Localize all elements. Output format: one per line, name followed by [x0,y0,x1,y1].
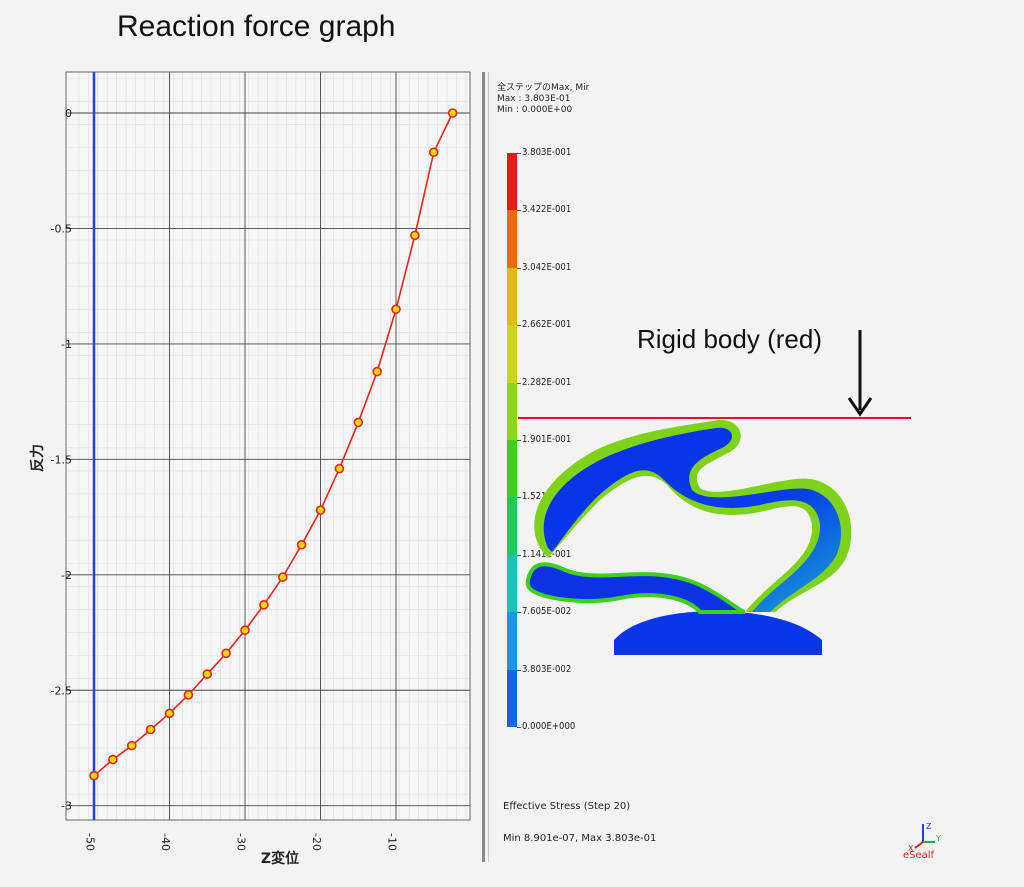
data-point [202,669,213,679]
colorbar-segment [507,382,517,440]
stress-colorbar [507,153,517,727]
y-tick-label: -1 [61,338,72,351]
data-point [353,417,364,428]
colorbar-segment [507,439,517,498]
colorbar-tick [517,210,521,212]
y-tick-label: -2.5 [51,684,72,697]
plot-border [65,71,471,821]
colorbar-tick [517,382,521,384]
colorbar-label: 0.000E+000 [522,721,576,732]
data-point [183,690,194,700]
panel-divider[interactable] [482,72,485,862]
y-tick-label: -0.5 [51,222,72,235]
colorbar-label: 2.662E-001 [522,319,572,331]
svg-text:Z: Z [926,822,932,831]
y-tick-label: -2 [61,569,72,582]
colorbar-label: 1.901E-001 [522,434,572,445]
colorbar-tick [517,440,521,441]
data-point [126,740,137,751]
data-point [391,304,401,315]
data-point [108,754,118,765]
colorbar-segment [507,153,517,211]
svg-text:Y: Y [935,834,941,843]
svg-text:X: X [908,844,914,853]
colorbar-segment [507,669,517,727]
brand-logo-text: eSealf [903,850,935,861]
result-caption: Effective Stress (Step 20) [503,801,631,812]
seal-base [614,611,822,655]
data-point [296,539,307,550]
colorbar-label: 3.042E-001 [522,261,572,273]
legend-header-line: Min : 0.000E+00 [497,105,573,115]
panel-divider-highlight [488,72,489,862]
colorbar-tick [517,612,521,614]
legend-header: 全ステップのMax, Mir Max : 3.803E-01 Min : 0.0… [497,83,589,116]
colorbar-tick [517,669,521,671]
reaction-force-chart: 0 -0.5 -1 -1.5 -2 -2.5 -3 -50 -40 -30 -20 -10 Z変位 反力 [29,71,471,867]
colorbar-segment [507,267,517,326]
data-point [372,366,382,377]
colorbar-label: 1.521E-001 [522,491,572,503]
x-axis-label: Z変位 [261,850,299,867]
data-point [315,505,326,515]
legend-header-line: Max : 3.803E-01 [497,94,571,104]
seal-lower-arm [525,562,746,614]
y-tick-label: -3 [61,800,72,813]
colorbar-label: 3.803E-001 [522,147,572,158]
colorbar-label: 3.422E-001 [522,204,572,216]
colorbar-segment [507,554,517,613]
x-tick-label: -10 [386,833,399,851]
data-point [334,463,345,474]
rigid-body-label: Rigid body (red) [637,324,822,354]
x-tick-label: -30 [235,833,248,851]
y-tick-label: -1.5 [51,453,72,466]
data-point [259,600,269,610]
data-point [164,708,175,719]
data-point [89,770,99,781]
axis-triad-icon: Z Y X [908,822,941,853]
arrow-head [847,397,873,417]
x-tick-label: -50 [84,833,97,851]
data-point [240,625,250,636]
colorbar-label: 2.282E-001 [522,376,572,388]
colorbar-segment [507,210,517,268]
data-point [145,724,156,735]
colorbar-label: 1.141E-001 [522,548,572,560]
colorbar-segment [507,325,517,383]
colorbar-label: 3.803E-002 [522,663,572,675]
colorbar-segment [507,497,517,555]
y-axis-label: 反力 [29,444,46,472]
data-point [447,108,458,118]
colorbar-tick [517,325,521,327]
legend-header-line: 全ステップのMax, Mir [497,83,590,93]
data-point [221,648,231,659]
graph-title: Reaction force graph [117,10,396,43]
colorbar-label: 7.605E-002 [522,606,572,618]
colorbar-tick [517,554,521,556]
colorbar-tick [517,497,521,499]
y-tick-label: 0 [65,107,72,120]
colorbar-segment [507,612,517,670]
data-point [428,147,439,158]
seal-body-outline [534,419,852,612]
colorbar-tick [517,153,521,154]
colorbar-tick [517,727,521,728]
data-point [410,230,420,241]
plot-area [64,72,470,820]
result-range: Min 8.901e-07, Max 3.803e-01 [503,833,657,844]
data-point [277,572,288,582]
colorbar-tick [517,267,521,269]
x-tick-label: -40 [159,833,172,851]
seal-body [543,427,842,612]
x-tick-label: -20 [310,833,323,851]
